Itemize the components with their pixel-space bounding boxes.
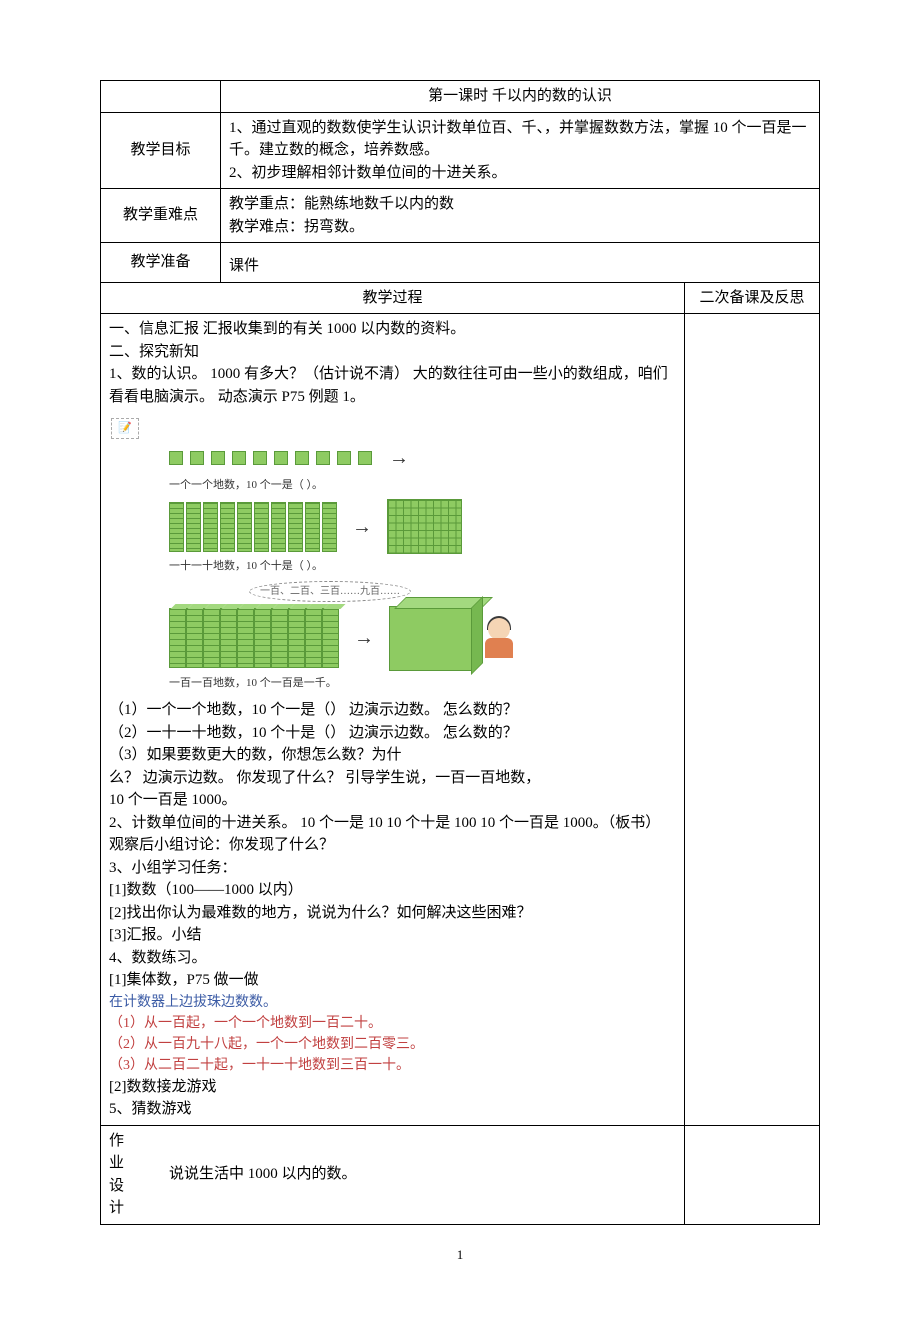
caption-ones: 一个一个地数，10 个一是（ ）。 [169, 477, 676, 494]
paragraph-4a: [1]集体数，P75 做一做 [109, 969, 676, 992]
hundred-plate [387, 499, 462, 554]
title-empty-cell [101, 81, 221, 113]
prep-label: 教学准备 [101, 243, 221, 283]
question-3b: 么？ 边演示边数。 你发现了什么？ 引导学生说，一百一百地数， [109, 767, 676, 790]
arrow-icon: → [354, 623, 374, 653]
hundreds-plates [169, 608, 339, 668]
question-2: （2）一十一十地数，10 个十是（） 边演示边数。 怎么数的？ [109, 722, 676, 745]
lesson-plan-table: 第一课时 千以内的数的认识 教学目标 1、通过直观的数数使学生认识计数单位百、千… [100, 80, 820, 1225]
note-icon: 📝 [109, 416, 676, 439]
notes-label: 二次备课及反思 [684, 282, 819, 314]
diagram-row-tens: → [109, 499, 676, 554]
lesson-title: 第一课时 千以内的数的认识 [221, 81, 820, 113]
tens-columns [169, 502, 337, 552]
thousand-cube [389, 606, 474, 671]
ones-cubes [169, 451, 374, 465]
abacus-item-1: （1）从一百起，一个一个地数到一百二十。 [109, 1013, 676, 1034]
paragraph-3b: [2]找出你认为最难数的地方，说说为什么？如何解决这些困难？ [109, 902, 676, 925]
speech-bubble: 一百、二百、三百……九百…… [249, 581, 411, 602]
process-label: 教学过程 [101, 282, 685, 314]
paragraph-3: 3、小组学习任务： [109, 857, 676, 880]
paragraph-4b: [2]数数接龙游戏 [109, 1076, 676, 1099]
abacus-item-3: （3）从二百二十起，一十一十地数到三百一十。 [109, 1055, 676, 1076]
page-number: 1 [100, 1245, 820, 1265]
notes-body [684, 314, 819, 1126]
diagram-row-ones: → [109, 443, 676, 473]
paragraph-3a: [1]数数（100——1000 以内） [109, 879, 676, 902]
prep-row: 教学准备 课件 [101, 243, 820, 283]
prep-content: 课件 [221, 243, 820, 283]
question-3a: （3）如果要数更大的数，你想怎么数？为什 [109, 744, 676, 767]
process-body: 一、信息汇报 汇报收集到的有关 1000 以内数的资料。 二、探究新知 1、数的… [101, 314, 685, 1126]
caption-tens: 一十一十地数，10 个十是（ ）。 [169, 558, 676, 575]
paragraph-2: 2、计数单位间的十进关系。 10 个一是 10 10 个十是 100 10 个一… [109, 812, 676, 857]
goal-row: 教学目标 1、通过直观的数数使学生认识计数单位百、千、，并掌握数数方法，掌握 1… [101, 112, 820, 189]
title-row: 第一课时 千以内的数的认识 [101, 81, 820, 113]
paragraph-3c: [3]汇报。小结 [109, 924, 676, 947]
abacus-heading: 在计数器上边拔珠边数数。 [109, 992, 676, 1013]
section-1: 一、信息汇报 汇报收集到的有关 1000 以内数的资料。 [109, 318, 676, 341]
caption-hundreds: 一百一百地数，10 个一百是一千。 [169, 675, 676, 692]
process-header-row: 教学过程 二次备课及反思 [101, 282, 820, 314]
section-2: 二、探究新知 [109, 341, 676, 364]
goal-label: 教学目标 [101, 112, 221, 189]
homework-label: 作 业 设 计 [109, 1130, 139, 1220]
paragraph-5: 5、猜数游戏 [109, 1098, 676, 1121]
abacus-item-2: （2）从一百九十八起，一个一个地数到二百零三。 [109, 1034, 676, 1055]
diagram-row-hundreds: → [109, 606, 676, 671]
teacher-icon [482, 618, 517, 658]
homework-cell: 作 业 设 计 说说生活中 1000 以内的数。 [101, 1125, 685, 1224]
counting-diagram: 📝 → 一个一个地数，10 个一是（ ）。 → [109, 416, 676, 691]
arrow-icon: → [352, 512, 372, 542]
goal-content: 1、通过直观的数数使学生认识计数单位百、千、，并掌握数数方法，掌握 10 个一百… [221, 112, 820, 189]
question-1: （1）一个一个地数，10 个一是（） 边演示边数。 怎么数的？ [109, 699, 676, 722]
homework-row: 作 业 设 计 说说生活中 1000 以内的数。 [101, 1125, 820, 1224]
homework-content: 说说生活中 1000 以内的数。 [169, 1163, 357, 1186]
body-row: 一、信息汇报 汇报收集到的有关 1000 以内数的资料。 二、探究新知 1、数的… [101, 314, 820, 1126]
question-3c: 10 个一百是 1000。 [109, 789, 676, 812]
paragraph-1: 1、数的认识。 1000 有多大？（估计说不清） 大的数往往可由一些小的数组成，… [109, 363, 676, 408]
difficulty-row: 教学重难点 教学重点：能熟练地数千以内的数 教学难点：拐弯数。 [101, 189, 820, 243]
homework-notes [684, 1125, 819, 1224]
paragraph-4: 4、数数练习。 [109, 947, 676, 970]
difficulty-content: 教学重点：能熟练地数千以内的数 教学难点：拐弯数。 [221, 189, 820, 243]
difficulty-label: 教学重难点 [101, 189, 221, 243]
arrow-icon: → [389, 443, 409, 473]
